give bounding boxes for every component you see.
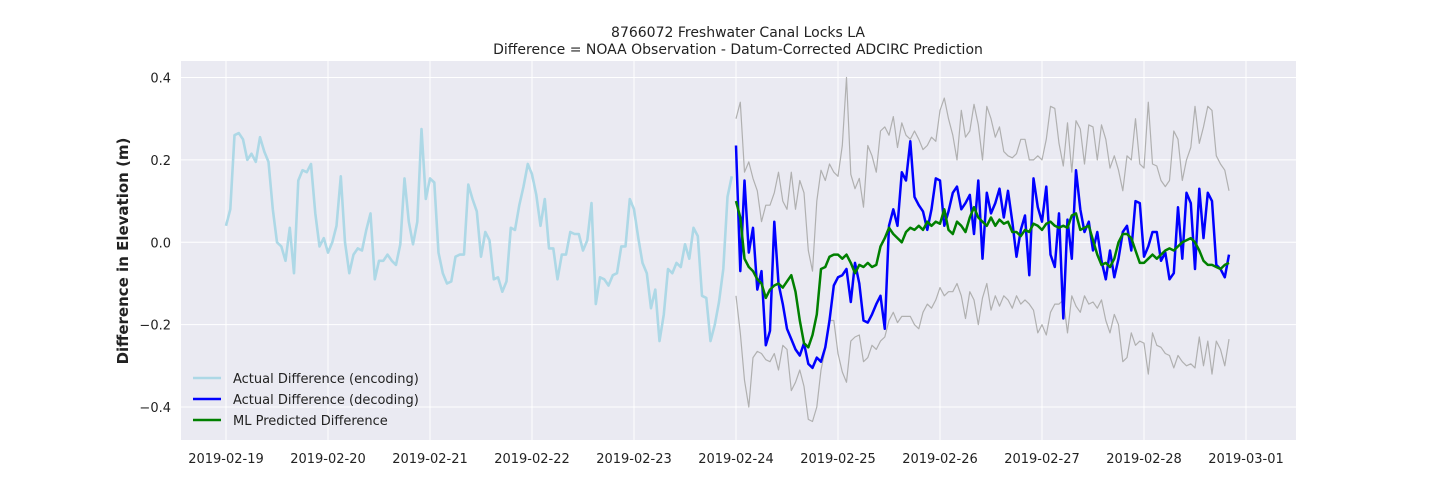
x-tick-label: 2019-02-26: [902, 452, 978, 467]
uncertainty-band: [735, 76, 1230, 423]
x-tick-label: 2019-02-24: [698, 452, 774, 467]
actual-difference-encoding-line: [224, 127, 734, 343]
x-tick-label: 2019-02-27: [1004, 452, 1080, 467]
y-tick-label: 0.2: [150, 154, 171, 169]
lower-band-line: [735, 282, 1230, 423]
x-axis-ticks: 2019-02-19 2019-02-20 2019-02-21 2019-02-22…: [188, 452, 1284, 467]
x-tick-label: 2019-02-20: [290, 452, 366, 467]
actual-difference-decoding-line: [734, 140, 1231, 370]
y-tick-label: 0.0: [150, 236, 171, 251]
y-tick-label: −0.4: [139, 401, 171, 416]
x-tick-label: 2019-02-22: [494, 452, 570, 467]
legend: Actual Difference (encoding) Actual Diff…: [193, 372, 419, 429]
chart-title: 8766072 Freshwater Canal Locks LA: [611, 25, 865, 41]
x-tick-label: 2019-02-25: [800, 452, 876, 467]
legend-label-decoding: Actual Difference (decoding): [233, 393, 419, 408]
y-axis-ticks: −0.4 −0.2 0.0 0.2 0.4: [139, 71, 171, 416]
chart-subtitle: Difference = NOAA Observation - Datum-Co…: [493, 42, 983, 58]
ml-predicted-difference-line: [734, 200, 1230, 349]
series-lines: [224, 127, 1231, 370]
x-tick-label: 2019-02-28: [1106, 452, 1182, 467]
x-tick-label: 2019-02-19: [188, 452, 264, 467]
y-tick-label: 0.4: [150, 71, 171, 86]
legend-label-encoding: Actual Difference (encoding): [233, 372, 419, 387]
x-tick-label: 2019-03-01: [1208, 452, 1284, 467]
upper-band-line: [735, 76, 1230, 272]
x-tick-label: 2019-02-23: [596, 452, 672, 467]
x-tick-label: 2019-02-21: [392, 452, 468, 467]
y-axis-label: Difference in Elevation (m): [114, 138, 132, 365]
y-tick-label: −0.2: [139, 319, 171, 334]
legend-label-predicted: ML Predicted Difference: [233, 414, 388, 429]
